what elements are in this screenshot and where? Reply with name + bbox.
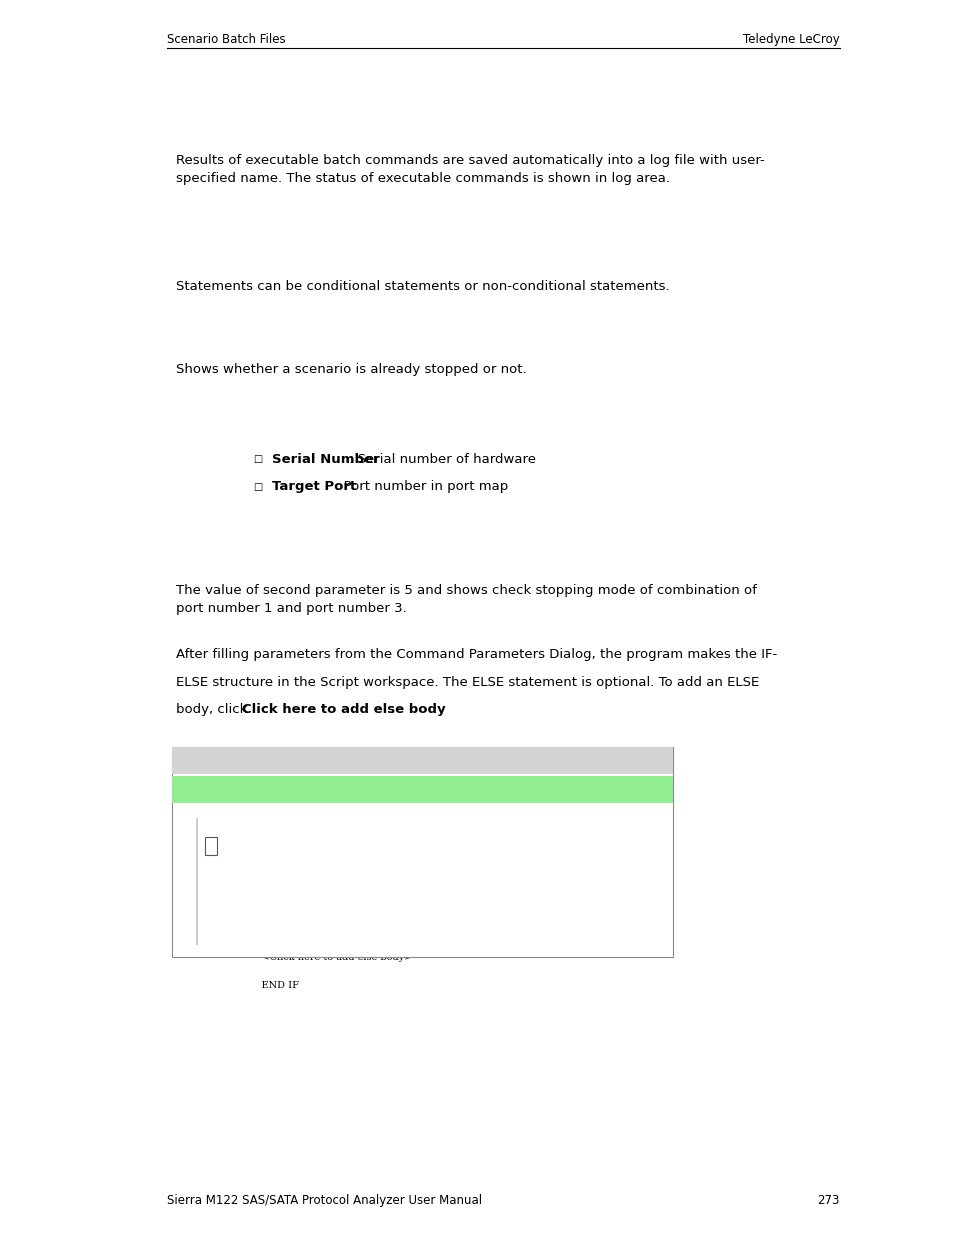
Text: <Click here to add else body>: <Click here to add else body> bbox=[224, 953, 412, 962]
Text: Target Port: Target Port bbox=[272, 480, 355, 493]
Text: Teledyne LeCroy: Teledyne LeCroy bbox=[742, 32, 839, 46]
Text: After filling parameters from the Command Parameters Dialog, the program makes t: After filling parameters from the Comman… bbox=[176, 648, 777, 662]
Text: □: □ bbox=[253, 482, 262, 492]
Text: Click here to add else body: Click here to add else body bbox=[242, 703, 445, 716]
Text: : Port number in port map: : Port number in port map bbox=[335, 480, 508, 493]
Text: Results of executable batch commands are saved automatically into a log file wit: Results of executable batch commands are… bbox=[176, 154, 764, 185]
Text: <Click here to add another script command>: <Click here to add another script comman… bbox=[224, 926, 512, 935]
Text: Scenario Batch Files: Scenario Batch Files bbox=[167, 32, 285, 46]
Text: ×: × bbox=[659, 756, 667, 766]
Text: Beep (40 Hz, 10 ms): Beep (40 Hz, 10 ms) bbox=[224, 845, 388, 853]
Text: Batch Script is valid.: Batch Script is valid. bbox=[176, 784, 283, 794]
Text: ELSE structure in the Script workspace. The ELSE statement is optional. To add a: ELSE structure in the Script workspace. … bbox=[176, 676, 759, 689]
Text: ‹  New Script 0: ‹ New Script 0 bbox=[176, 756, 253, 766]
Text: Run (S/N: 12871, Port 1, ZONED BROADCAST ): Run (S/N: 12871, Port 1, ZONED BROADCAST… bbox=[224, 899, 525, 908]
Text: Label 0:  IF   IsStop(S/N: 12871, Port 1.)         THEN: Label 0: IF IsStop(S/N: 12871, Port 1.) … bbox=[224, 818, 484, 826]
Text: END IF: END IF bbox=[224, 981, 299, 989]
Text: □: □ bbox=[253, 454, 262, 464]
Text: body, click: body, click bbox=[176, 703, 252, 716]
Text: >: > bbox=[646, 756, 655, 766]
Text: The value of second parameter is 5 and shows check stopping mode of combination : The value of second parameter is 5 and s… bbox=[176, 584, 757, 615]
Text: <Click here to add another script command>: <Click here to add another script comman… bbox=[224, 872, 512, 881]
Text: Serial Number: Serial Number bbox=[272, 453, 379, 466]
Text: Sierra M122 SAS/SATA Protocol Analyzer User Manual: Sierra M122 SAS/SATA Protocol Analyzer U… bbox=[167, 1193, 481, 1207]
Text: 273: 273 bbox=[817, 1193, 839, 1207]
Text: Shows whether a scenario is already stopped or not.: Shows whether a scenario is already stop… bbox=[176, 363, 527, 377]
Text: : Serial number of hardware: : Serial number of hardware bbox=[349, 453, 536, 466]
Text: Statements can be conditional statements or non-conditional statements.: Statements can be conditional statements… bbox=[176, 280, 669, 294]
Text: .: . bbox=[390, 703, 395, 716]
